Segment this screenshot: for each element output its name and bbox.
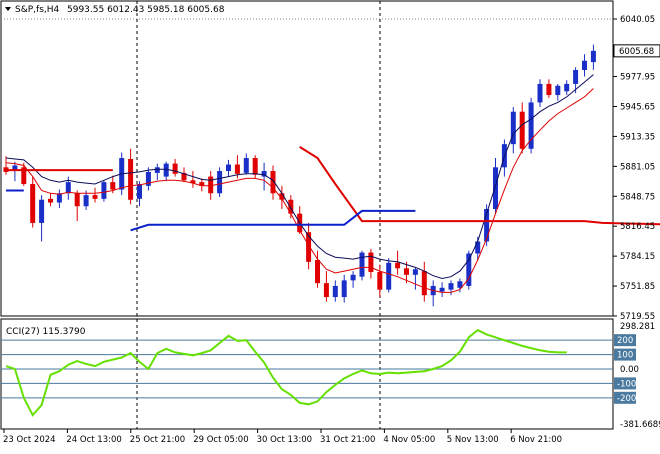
- candle: [101, 180, 106, 201]
- candle-body: [173, 164, 178, 174]
- cci-axis-label: -100: [617, 379, 636, 389]
- candle-body: [226, 165, 231, 171]
- candle-body: [582, 61, 587, 70]
- candle-body: [164, 164, 169, 177]
- price-axis-label: 6040.05: [620, 15, 655, 25]
- candle-body: [413, 269, 418, 275]
- candle-body: [564, 84, 569, 91]
- time-axis-label: 31 Oct 21:00: [320, 435, 375, 445]
- candle-body: [101, 182, 106, 199]
- candle-body: [48, 199, 53, 203]
- candle-body: [137, 184, 142, 199]
- candle-body: [315, 260, 320, 283]
- time-axis-label: 29 Oct 05:00: [193, 435, 248, 445]
- candle-body: [449, 283, 454, 289]
- candle-body: [475, 241, 480, 253]
- price-axis-label: 5881.05: [620, 162, 655, 172]
- candle-body: [422, 271, 427, 295]
- time-axis-label: 5 Nov 13:00: [447, 435, 499, 445]
- price-axis-label: 5751.85: [620, 282, 655, 292]
- symbol-label: S&P,fs,H4: [15, 5, 60, 15]
- candle-body: [208, 177, 213, 194]
- candle-body: [324, 283, 329, 297]
- candle-body: [377, 272, 382, 290]
- candle-body: [30, 184, 35, 223]
- current-price-label: 6005.68: [619, 47, 654, 57]
- time-axis-label: 25 Oct 21:00: [130, 435, 185, 445]
- candle: [30, 177, 35, 228]
- cci-panel[interactable]: [1, 319, 613, 429]
- candle-body: [128, 159, 133, 200]
- chart-header: S&P,fs,H4 5993.55 6012.43 5985.18 6005.6…: [5, 5, 225, 15]
- price-axis-label: 5719.55: [620, 312, 655, 322]
- time-axis-label: 4 Nov 05:00: [383, 435, 435, 445]
- cci-axis-label: 298.281: [620, 322, 655, 332]
- price-axis-label: 5848.75: [620, 192, 655, 202]
- candle-body: [84, 195, 89, 206]
- candle-body: [342, 280, 347, 297]
- candle-body: [39, 200, 44, 223]
- candle-body: [546, 84, 551, 95]
- candle-body: [368, 253, 373, 272]
- price-axis-label: 5945.65: [620, 102, 655, 112]
- candle-body: [440, 288, 445, 292]
- candle-body: [235, 165, 240, 174]
- cci-axis-label: -381.6689: [620, 420, 660, 430]
- time-axis-label: 24 Oct 13:00: [66, 435, 121, 445]
- candle-body: [217, 171, 222, 193]
- candle-body: [155, 167, 160, 173]
- cci-axis-label: -200: [617, 394, 636, 404]
- cci-label: CCI(27) 115.3790: [6, 327, 86, 337]
- candle-body: [360, 253, 365, 277]
- price-axis-label: 5784.15: [620, 252, 655, 262]
- candle: [386, 258, 391, 292]
- cci-axis-label: 0.00: [620, 365, 639, 375]
- time-axis-label: 30 Oct 13:00: [257, 435, 312, 445]
- time-axis-label: 23 Oct 2024: [3, 435, 56, 445]
- time-axis-label: 6 Nov 21:00: [510, 435, 562, 445]
- candle-body: [520, 112, 525, 149]
- candle-body: [66, 182, 71, 193]
- candle-body: [351, 275, 356, 281]
- candle-body: [244, 158, 249, 173]
- candle-body: [404, 268, 409, 274]
- candle: [217, 167, 222, 197]
- candle-body: [333, 286, 338, 297]
- candle-body: [110, 182, 115, 189]
- candle-body: [93, 195, 98, 199]
- candle-body: [538, 84, 543, 103]
- price-axis-label: 5816.45: [620, 222, 655, 232]
- candle: [360, 251, 365, 281]
- candle-body: [75, 193, 80, 206]
- candle-body: [573, 70, 578, 84]
- cci-axis-label: 200: [617, 336, 633, 346]
- candle-body: [395, 263, 400, 269]
- candle-body: [253, 158, 258, 175]
- candle-body: [386, 263, 391, 290]
- candle-body: [493, 167, 498, 209]
- ohlc-values: 5993.55 6012.43 5985.18 6005.68: [67, 5, 225, 15]
- candle-body: [591, 51, 596, 62]
- price-axis-label: 5913.35: [620, 132, 655, 142]
- price-axis-label: 5977.95: [620, 73, 655, 83]
- candle: [529, 98, 534, 154]
- cci-axis-label: 100: [617, 351, 633, 361]
- price-panel[interactable]: [1, 1, 613, 316]
- candle-body: [555, 86, 560, 95]
